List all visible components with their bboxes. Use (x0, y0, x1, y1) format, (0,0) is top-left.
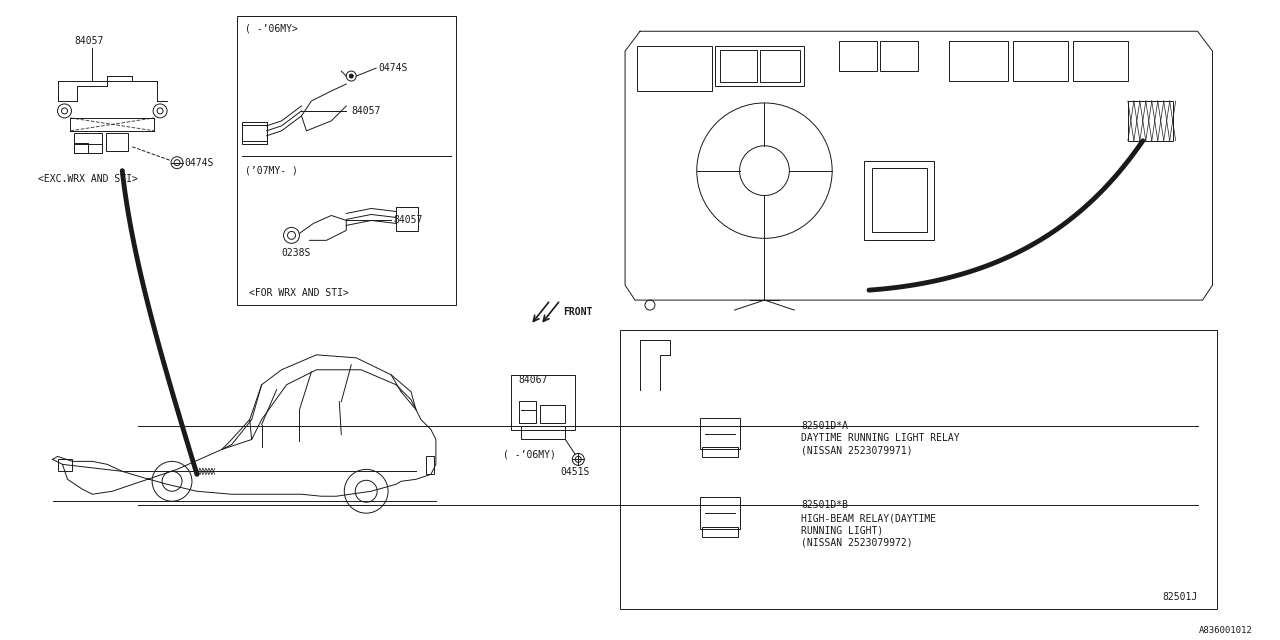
Bar (872, 168, 927, 232)
Bar (760, 50, 800, 82)
Text: 82501D*B: 82501D*B (801, 500, 849, 510)
Bar (426, 456, 434, 474)
Bar (719, 50, 758, 82)
Bar (237, 17, 456, 305)
Text: FRONT: FRONT (563, 307, 593, 317)
Text: 84057: 84057 (393, 216, 422, 225)
Bar (864, 161, 933, 241)
Text: (NISSAN 2523079972): (NISSAN 2523079972) (801, 537, 913, 547)
Bar (58, 460, 73, 471)
Bar (840, 41, 877, 71)
Bar (540, 404, 566, 422)
Text: DAYTIME RUNNING LIGHT RELAY: DAYTIME RUNNING LIGHT RELAY (801, 433, 960, 444)
Text: (NISSAN 2523079971): (NISSAN 2523079971) (801, 445, 913, 456)
Bar (518, 401, 536, 422)
Bar (701, 527, 737, 537)
Bar (242, 122, 266, 144)
Bar (242, 125, 266, 141)
Text: 0474S: 0474S (184, 157, 214, 168)
Bar (521, 426, 566, 440)
Text: 84057: 84057 (351, 106, 380, 116)
Bar (511, 375, 575, 429)
Circle shape (349, 74, 353, 78)
Bar (637, 46, 712, 91)
Bar (74, 133, 102, 153)
Text: 0451S: 0451S (561, 467, 590, 477)
Bar (701, 447, 737, 458)
Text: 82501D*A: 82501D*A (801, 420, 849, 431)
Bar (714, 46, 804, 86)
Text: (’07MY- ): (’07MY- ) (244, 166, 297, 175)
Text: ( -’06MY>: ( -’06MY> (244, 23, 297, 33)
Bar (948, 41, 1009, 81)
Text: ( -’06MY): ( -’06MY) (503, 449, 556, 460)
Bar (396, 207, 419, 232)
Text: 84057: 84057 (74, 36, 104, 46)
Bar (106, 133, 128, 151)
Bar (1014, 41, 1068, 81)
Bar (620, 330, 1217, 609)
Text: 84067: 84067 (518, 375, 548, 385)
Text: 0238S: 0238S (282, 248, 311, 259)
Text: <EXC.WRX AND STI>: <EXC.WRX AND STI> (37, 173, 137, 184)
Bar (1128, 101, 1172, 141)
Bar (879, 41, 918, 71)
Text: HIGH-BEAM RELAY(DAYTIME: HIGH-BEAM RELAY(DAYTIME (801, 513, 937, 523)
Bar (700, 417, 740, 449)
Bar (1073, 41, 1128, 81)
Bar (74, 143, 88, 153)
Bar (700, 497, 740, 529)
Text: 0474S: 0474S (378, 63, 407, 73)
Text: A836001012: A836001012 (1198, 626, 1252, 635)
Text: RUNNING LIGHT): RUNNING LIGHT) (801, 525, 883, 535)
Text: 82501J: 82501J (1162, 592, 1198, 602)
Text: <FOR WRX AND STI>: <FOR WRX AND STI> (248, 288, 348, 298)
